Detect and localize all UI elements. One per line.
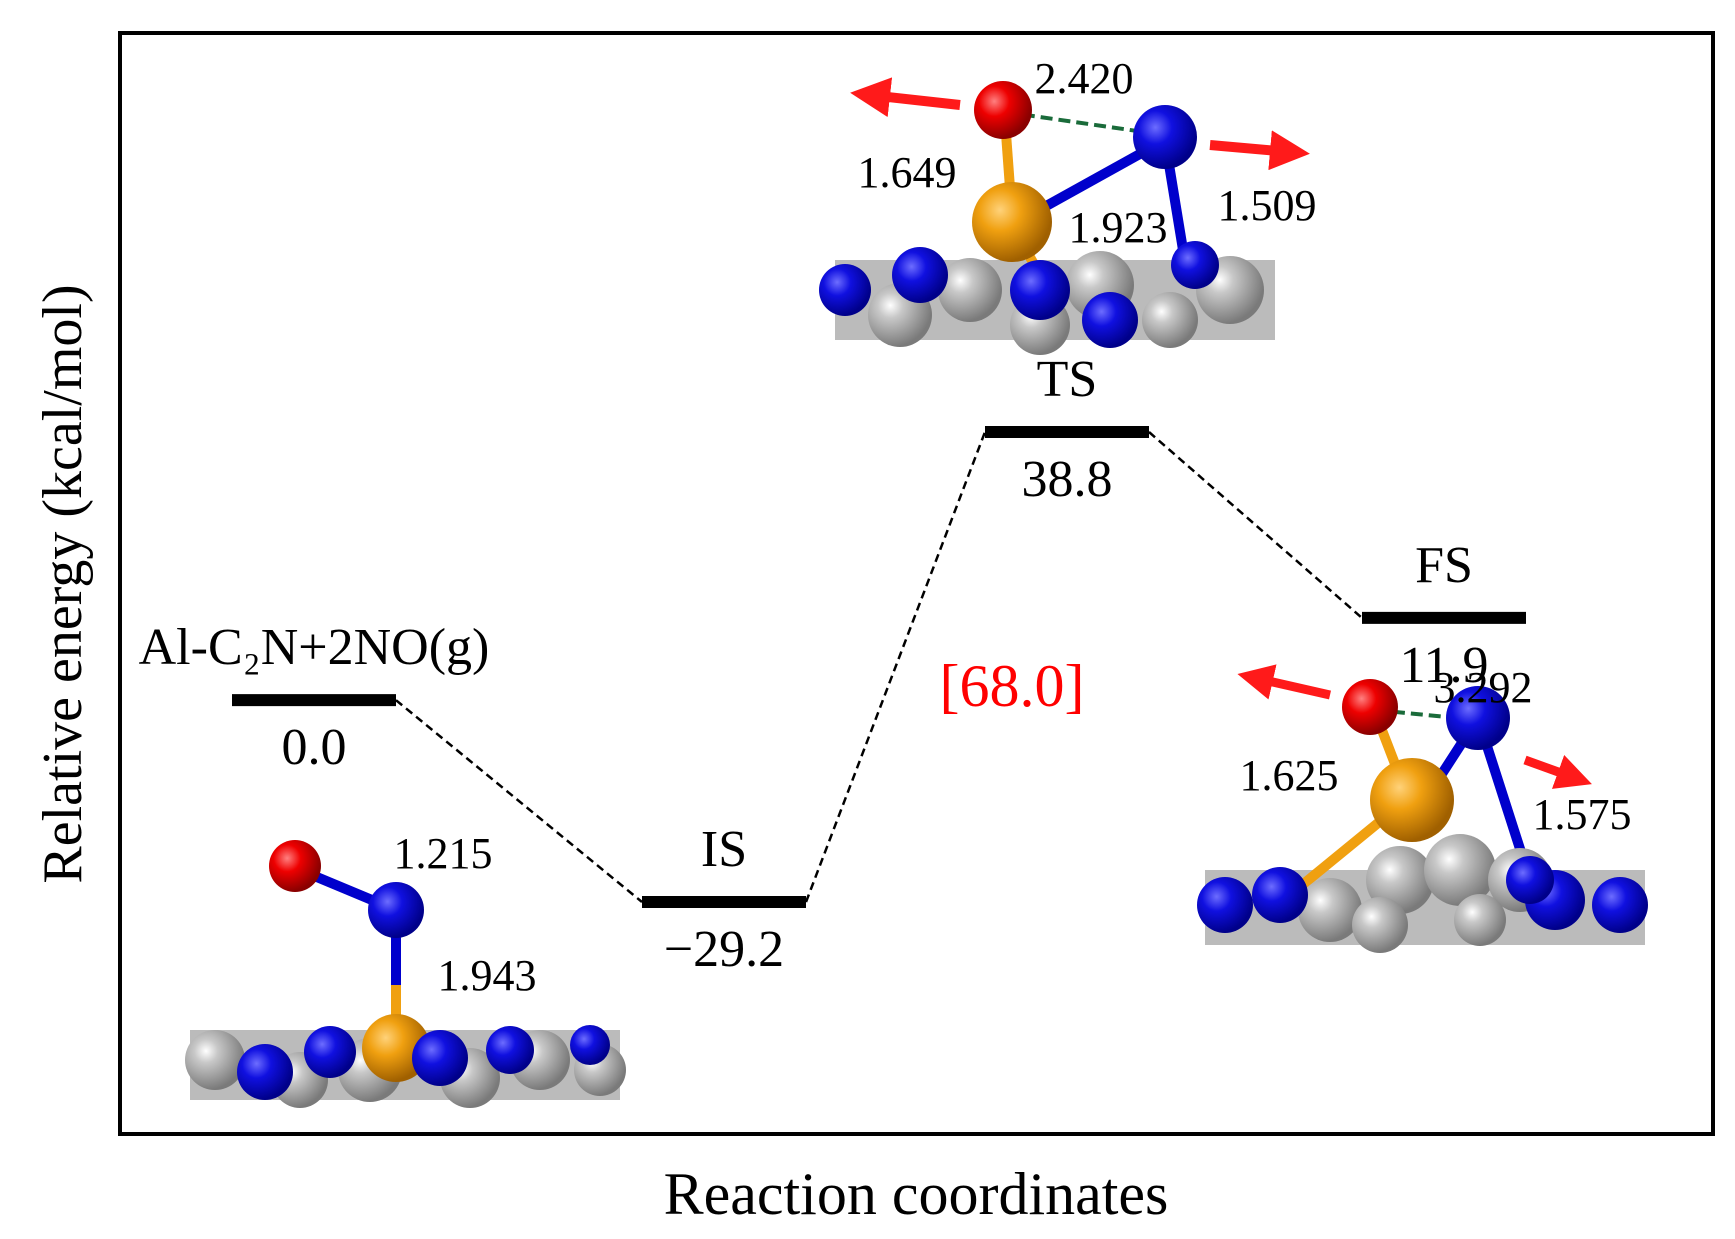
bond-distance: 1.923 [1069, 203, 1168, 252]
is-structure [185, 840, 626, 1108]
bond-distance: 2.420 [1035, 54, 1134, 103]
bond-distance: 3.292 [1434, 663, 1533, 712]
connector [395, 699, 643, 903]
bond-distance: 1.509 [1218, 181, 1317, 230]
state-label: IS [701, 821, 747, 878]
bond-distance: 1.215 [394, 829, 493, 878]
y-axis-title: Relative energy (kcal/mol) [32, 284, 94, 883]
bond-distance: 1.625 [1240, 751, 1339, 800]
bond-distance: 1.649 [858, 148, 957, 197]
x-axis-title: Reaction coordinates [664, 1161, 1169, 1227]
value-label: −29.2 [664, 921, 784, 978]
value-label: 0.0 [282, 719, 347, 776]
state-label: FS [1415, 537, 1473, 594]
ts-structure [819, 77, 1310, 355]
value-label: 38.8 [1022, 451, 1113, 508]
barrier-annotation: [68.0] [940, 653, 1085, 719]
value-label: 11.9 [1399, 637, 1488, 694]
state-label: Al-C₂N+2NO(g) [139, 619, 490, 676]
fs-structure [1197, 664, 1648, 953]
plot-frame [118, 31, 1715, 1136]
bond-distance: 1.575 [1533, 790, 1632, 839]
connector [1148, 431, 1363, 619]
bond-distance: 1.943 [438, 951, 537, 1000]
state-label: TS [1037, 351, 1098, 408]
connector [804, 431, 987, 903]
